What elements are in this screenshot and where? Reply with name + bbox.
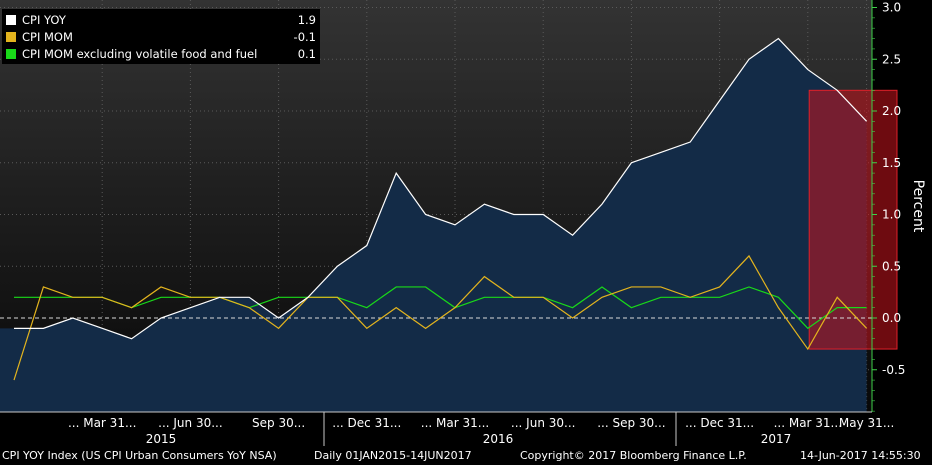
x-tick-label: ... Mar 31... — [68, 416, 136, 430]
series-line-cpi-mom-excluding-volatile-food-and-fuel — [14, 286, 867, 330]
footer-copyright: Copyright© 2017 Bloomberg Finance L.P. — [520, 449, 747, 462]
x-tick-label: ... Dec 31... — [332, 416, 401, 430]
legend-item-cpi-yoy: CPI YOY 1.9 — [6, 11, 316, 28]
axis-layer: 3.0 2.5 2.0 1.5 1.0 0.5 0.0 -0.5 Percent — [871, 0, 926, 412]
y-tick-label: 0.5 — [882, 259, 901, 273]
legend-swatch-cpi-yoy — [6, 14, 16, 25]
y-tick-label: 2.5 — [882, 52, 901, 66]
legend-value: 0.1 — [297, 46, 316, 61]
x-tick-label: ... Dec 31... — [685, 416, 754, 430]
y-tick-label: -0.5 — [882, 363, 905, 377]
legend-label: CPI MOM excluding volatile food and fuel — [22, 46, 258, 61]
y-tick-label: 3.0 — [882, 1, 901, 15]
series-line-cpi-yoy — [14, 37, 868, 340]
y-tick-label: 1.0 — [882, 208, 901, 222]
cpi-chart: 3.0 2.5 2.0 1.5 1.0 0.5 0.0 -0.5 Percent ... Mar… — [0, 0, 926, 446]
x-tick-label: ... Jun 30... — [511, 416, 576, 430]
footer-index: CPI YOY Index (US CPI Urban Consumers Yo… — [2, 449, 277, 462]
year-label: 2015 — [146, 432, 177, 446]
x-tick-label: ... Jun 30... — [158, 416, 223, 430]
legend-swatch-cpi-mom — [6, 31, 16, 42]
year-label: 2016 — [483, 432, 514, 446]
footer-bar: CPI YOY Index (US CPI Urban Consumers Yo… — [0, 447, 932, 465]
y-tick-label: 1.5 — [882, 156, 901, 170]
legend-value: 1.9 — [297, 12, 316, 27]
legend-item-cpi-mom: CPI MOM -0.1 — [6, 28, 316, 45]
y-axis-label: Percent — [910, 180, 926, 233]
x-tick-label: May 31... — [839, 416, 894, 430]
x-tick-label: ... Mar 31... — [421, 416, 489, 430]
legend: CPI YOY 1.9 CPI MOM -0.1 CPI MOM excludi… — [2, 9, 320, 64]
line-layer — [0, 37, 872, 381]
x-tick-label: Sep 30... — [252, 416, 305, 430]
x-axis: ... Mar 31... ... Jun 30... Sep 30... ... D… — [0, 411, 894, 446]
legend-label: CPI MOM — [22, 29, 73, 44]
legend-swatch-cpi-mom-core — [6, 48, 16, 59]
x-tick-label: ... Mar 31... — [774, 416, 842, 430]
legend-item-cpi-mom-core: CPI MOM excluding volatile food and fuel… — [6, 45, 316, 62]
footer-timestamp: 14-Jun-2017 14:55:30 — [800, 449, 921, 462]
legend-label: CPI YOY — [22, 12, 66, 27]
cpi-yoy-area — [0, 38, 867, 413]
area-layer — [0, 38, 867, 413]
year-label: 2017 — [761, 432, 792, 446]
y-tick-label: 0.0 — [882, 311, 901, 325]
series-line-cpi-mom — [13, 254, 868, 381]
legend-value: -0.1 — [293, 29, 316, 44]
x-tick-label: ... Sep 30... — [597, 416, 665, 430]
footer-range: Daily 01JAN2015-14JUN2017 — [314, 449, 472, 462]
highlight-box — [808, 89, 898, 350]
highlight-layer — [808, 89, 898, 350]
y-tick-label: 2.0 — [882, 104, 901, 118]
